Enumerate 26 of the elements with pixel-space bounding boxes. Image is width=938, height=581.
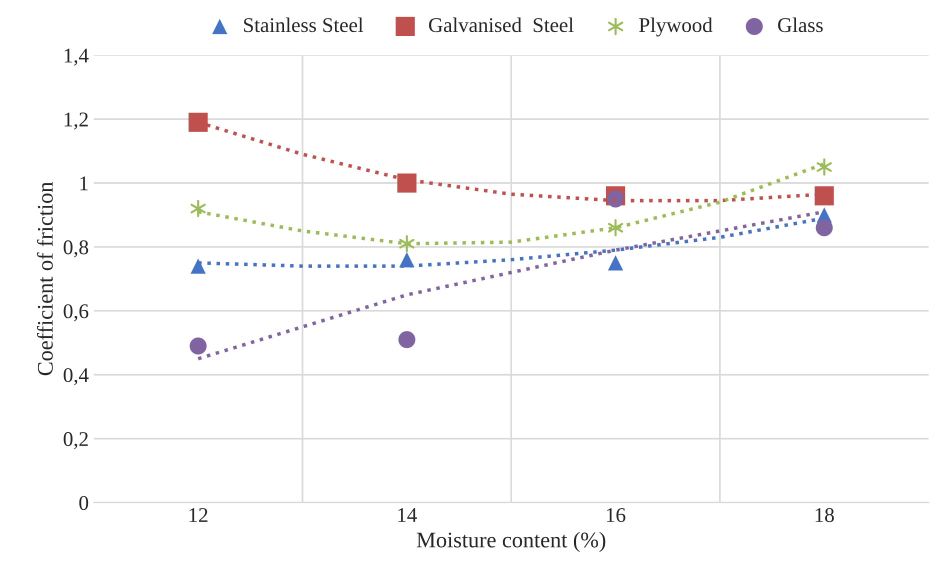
x-tick-label: 18 xyxy=(816,508,834,522)
point xyxy=(398,331,416,348)
y-tick-label: 0,6 xyxy=(64,304,88,322)
x-axis-title: Moisture content (%) xyxy=(416,532,606,552)
point xyxy=(816,219,833,236)
point xyxy=(607,190,624,208)
y-tick-label: 1 xyxy=(80,176,88,190)
y-tick-label: 0,2 xyxy=(64,432,88,450)
y-tick-label: 1,4 xyxy=(64,48,89,66)
x-tick-label: 14 xyxy=(398,508,417,522)
point xyxy=(190,258,206,274)
legend-label: Stainless Steel xyxy=(244,17,364,32)
x-tick-label: 12 xyxy=(190,508,208,522)
y-tick-label: 1,2 xyxy=(64,112,88,130)
point xyxy=(188,112,208,132)
y-axis-title: Coefficient of friction xyxy=(36,182,53,376)
point xyxy=(814,186,834,206)
y-tick-label: 0 xyxy=(79,496,88,510)
x-tick-label: 16 xyxy=(606,508,626,522)
y-tick-label: 0,4 xyxy=(64,368,89,386)
legend-label: Galvanised Steel xyxy=(429,17,574,32)
y-tick-label: 0,8 xyxy=(64,240,88,258)
legend-label: Glass xyxy=(778,17,823,32)
point xyxy=(608,255,624,271)
point xyxy=(190,337,207,354)
point xyxy=(397,173,416,193)
